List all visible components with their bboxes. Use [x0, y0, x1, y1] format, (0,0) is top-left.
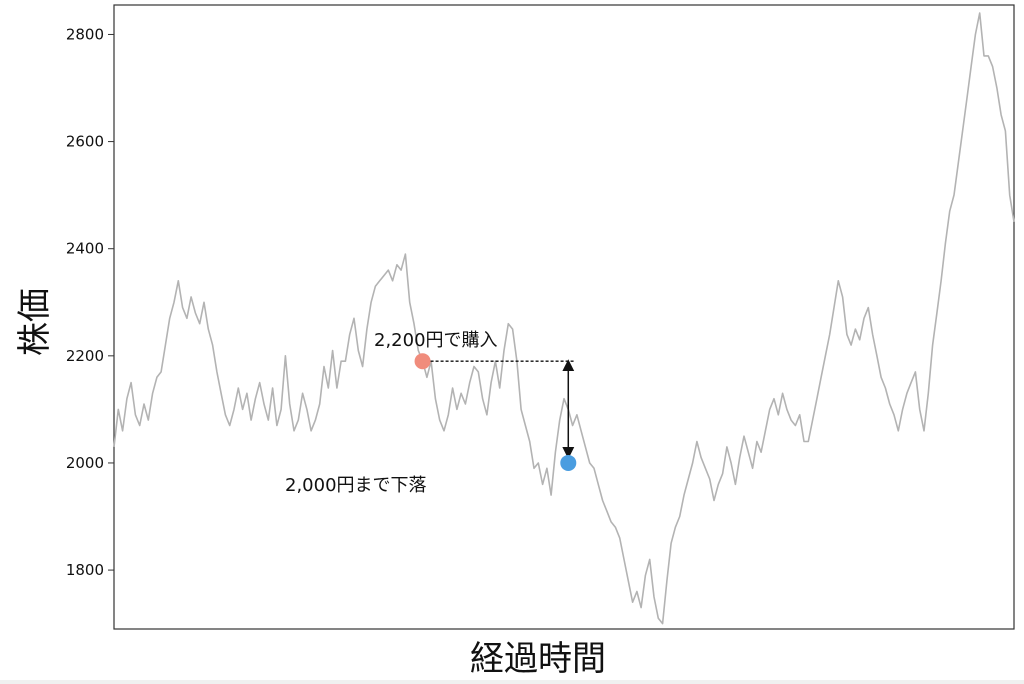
plot-frame — [113, 4, 1015, 630]
y-axis-title: 株価 — [15, 288, 55, 356]
price-series-line — [113, 12, 1015, 625]
drop-point-marker — [560, 454, 577, 471]
y-tick-label: 2600 — [66, 133, 104, 151]
y-tick-label: 2400 — [66, 240, 104, 258]
y-tick-label: 1800 — [66, 561, 104, 579]
y-tick-label: 2200 — [66, 347, 104, 365]
y-tick-label: 2000 — [66, 454, 104, 472]
y-tick-label: 2800 — [66, 25, 104, 43]
buy-annotation: 2,200円で購入 — [374, 330, 498, 351]
x-axis-title: 経過時間 — [470, 639, 606, 679]
buy-point-marker — [414, 353, 431, 370]
plot-area — [113, 4, 1015, 630]
annotation-layer: 2,200円で購入 2,000円まで下落 — [285, 330, 577, 496]
drop-annotation: 2,000円まで下落 — [285, 475, 427, 496]
y-axis: 1800 2000 2200 2400 2600 2800 — [66, 25, 114, 579]
